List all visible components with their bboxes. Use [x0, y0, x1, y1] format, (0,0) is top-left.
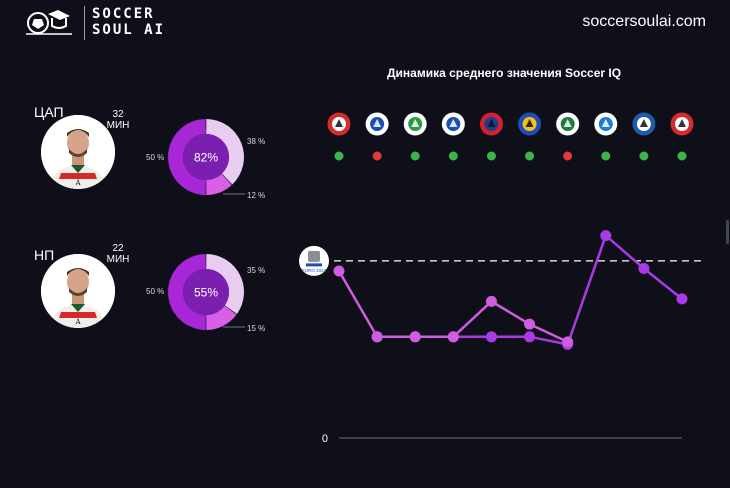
donut-label-right-bottom: 15 %: [247, 324, 266, 333]
dinamo-makhachkala-logo-icon: [364, 111, 390, 137]
series-2-point: [333, 265, 345, 277]
match-result-win-dot: [448, 151, 458, 161]
donut-segment-right-bottom: [206, 305, 237, 330]
scrollbar-handle[interactable]: [726, 220, 729, 244]
akhmat-logo-icon: [402, 111, 428, 137]
pari-nn-logo-icon: [631, 111, 657, 137]
team-logos-row: [326, 111, 695, 137]
donut-label-left: 50 %: [146, 153, 165, 162]
brand-name-line1: SOCCER: [92, 6, 155, 22]
site-link[interactable]: soccersoulai.com: [582, 13, 706, 30]
series-2-point: [371, 331, 383, 343]
match-result-loss-dot: [372, 151, 382, 161]
series-line-2: [337, 270, 569, 343]
donut-segment-right-top: [206, 254, 244, 315]
match-result-win-dot: [525, 151, 535, 161]
chart-title: Динамика среднего значения Soccer IQ: [387, 66, 622, 80]
player-minutes: 22 МИН: [106, 243, 130, 265]
donut-center-value: 55%: [194, 286, 218, 300]
minutes-unit: МИН: [106, 120, 130, 131]
dinamo-logo-icon: [440, 111, 466, 137]
rostov-logo-icon: [517, 111, 543, 137]
match-result-win-dot: [639, 151, 649, 161]
donut-segment-left: [168, 254, 206, 330]
series-1-point: [524, 331, 536, 343]
donut-leader-line: [223, 193, 245, 195]
soccer-soul-logo-icon: [26, 10, 72, 35]
series-2-point: [485, 295, 497, 307]
match-result-loss-dot: [563, 151, 573, 161]
player-minutes: 32 МИН: [106, 109, 130, 131]
series-2-point: [562, 336, 574, 348]
euro-2024-badge-icon: EURO 2024: [299, 245, 329, 276]
donut-center-value: 82%: [194, 151, 218, 165]
donut-label-right-top: 35 %: [247, 266, 266, 275]
player-code: НП: [34, 247, 55, 263]
donut-segment-left: [168, 119, 206, 195]
svg-text:A: A: [74, 179, 81, 187]
euro-2024-label: EURO 2024: [302, 268, 327, 273]
series-2-point: [524, 318, 536, 330]
cska-logo-icon: [478, 111, 504, 137]
donut-leader-line: [223, 326, 245, 328]
orenburg-logo-icon: [593, 111, 619, 137]
spartak-logo-icon: [669, 111, 695, 137]
player-donut-chart: 55%: [168, 254, 244, 330]
chart-series: [333, 230, 688, 350]
soccer-iq-line-chart: 0 EURO 2024: [299, 111, 702, 445]
donut-center: [183, 134, 229, 180]
donut-segment-right-top: [206, 119, 244, 185]
donut-label-right-top: 38 %: [247, 137, 266, 146]
series-1-point: [600, 230, 612, 242]
donut-center: [183, 269, 229, 315]
minutes-unit: МИН: [106, 254, 130, 265]
match-result-win-dot: [677, 151, 687, 161]
donut-segment-right-bottom: [206, 173, 232, 195]
series-1-point: [485, 331, 497, 343]
series-2-point: [409, 331, 421, 343]
match-result-win-dot: [601, 151, 611, 161]
donut-label-right-bottom: 12 %: [247, 191, 266, 200]
match-result-win-dot: [410, 151, 420, 161]
match-results-row: [334, 151, 687, 161]
player-donut-chart: 82%: [168, 119, 244, 195]
series-2-point: [447, 331, 459, 343]
series-1-point: [638, 262, 650, 274]
minutes-value: 32: [112, 109, 124, 120]
minutes-value: 22: [112, 243, 124, 254]
brand-name-line2: SOUL AI: [92, 22, 166, 38]
player-code: ЦАП: [34, 104, 64, 120]
krasnodar-logo-icon: [555, 111, 581, 137]
player-photo-icon: A: [41, 254, 115, 328]
svg-text:A: A: [74, 318, 81, 326]
match-result-win-dot: [486, 151, 496, 161]
player-avatar: A: [41, 254, 115, 328]
player-photo-icon: A: [41, 115, 115, 189]
series-1-point: [676, 293, 688, 305]
match-result-win-dot: [334, 151, 344, 161]
donut-label-left: 50 %: [146, 287, 165, 296]
player-avatar: A: [41, 115, 115, 189]
akron-logo-icon: [326, 111, 352, 137]
logo-divider: [84, 6, 85, 40]
y-tick-label: 0: [322, 433, 328, 445]
